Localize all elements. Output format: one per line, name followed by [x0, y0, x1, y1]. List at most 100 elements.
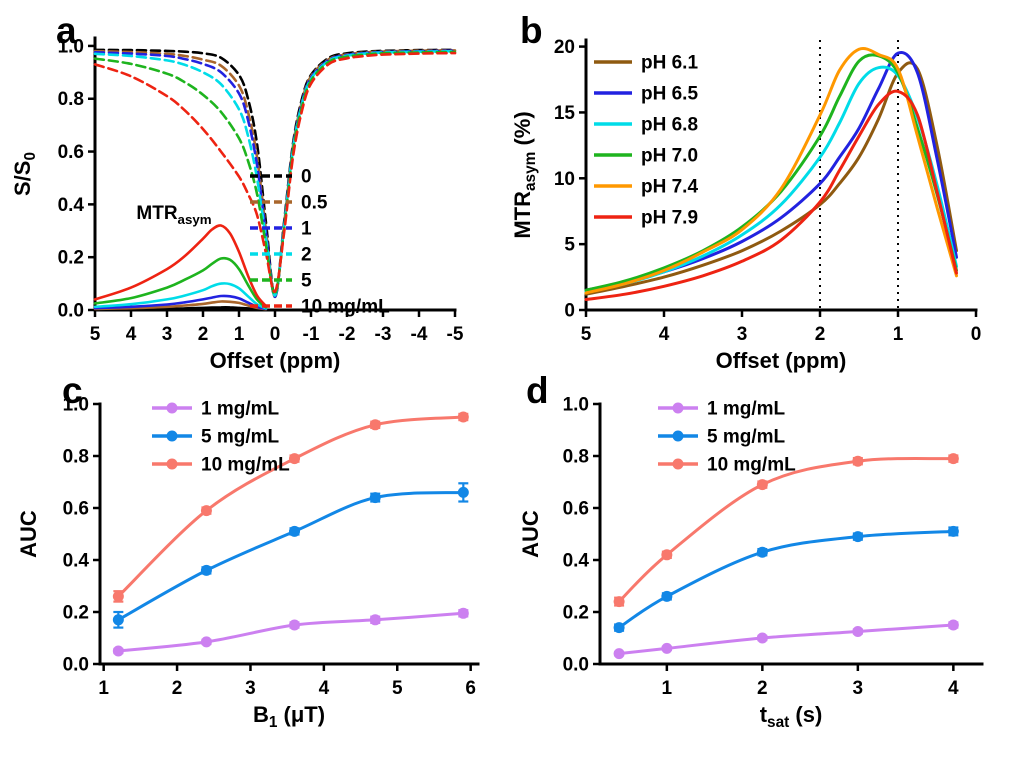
x-tick-label: -4: [411, 324, 428, 345]
legend-label: 10 mg/mL: [707, 455, 796, 476]
data-point: [457, 607, 469, 619]
x-axis-label: tsat (s): [760, 702, 823, 731]
data-point: [947, 525, 959, 537]
data-point: [289, 453, 301, 465]
y-tick-label: 5: [564, 235, 575, 256]
series-ph-6.1: [584, 61, 958, 296]
legend-label: 5 mg/mL: [201, 427, 280, 448]
y-tick-label: 0.6: [58, 142, 84, 163]
legend-label: pH 6.1: [641, 53, 698, 74]
data-point: [661, 642, 673, 654]
data-point: [947, 453, 959, 465]
panel-c-chart: 1 2 3 4 5 6 0.0 0.2 0.4 0.6 0.8 1.0 1 mg/mL 5 mg/mL 10…: [16, 395, 480, 731]
series-zspec-0mgml: [93, 48, 457, 299]
y-tick-label: 0.8: [58, 89, 84, 110]
axes: [98, 402, 480, 666]
y-axis-label: MTRasym (%): [512, 111, 539, 238]
data-point: [200, 505, 212, 517]
axes: [93, 36, 457, 312]
axes: [598, 402, 984, 666]
legend-label: 5 mg/mL: [707, 427, 786, 448]
x-tick-label: 2: [757, 678, 768, 699]
data-point: [112, 645, 124, 657]
data-point: [852, 531, 864, 543]
x-tick-label: 3: [737, 324, 748, 345]
data-point: [112, 614, 124, 626]
x-axis-label: Offset (ppm): [716, 348, 847, 373]
y-tick-label: 1.0: [58, 36, 84, 57]
data-point: [369, 492, 381, 504]
series-auc-1mgml: [112, 607, 469, 657]
x-tick-label: 5: [90, 324, 101, 345]
legend-marker: [672, 430, 684, 442]
y-axis-label: AUC: [518, 510, 543, 558]
series-ph-7.4: [584, 46, 958, 295]
tick-marks: [93, 402, 472, 671]
y-tick-label: 0.4: [563, 551, 590, 572]
y-tick-label: 0.2: [563, 603, 589, 624]
data-point: [661, 549, 673, 561]
series-ph-7.9: [584, 89, 958, 301]
legend-label: pH 7.9: [641, 208, 698, 229]
x-tick-label: 2: [198, 324, 209, 345]
series-zspec-1mgml: [93, 49, 457, 299]
y-tick-label: 0: [564, 301, 575, 322]
y-tick-label: 0.0: [63, 655, 89, 676]
legend-marker: [672, 402, 684, 414]
series-auc-5mgml: [613, 525, 959, 634]
x-tick-label: 5: [581, 324, 592, 345]
legend-label: 0.5: [301, 193, 328, 214]
x-tick-label: -2: [339, 324, 356, 345]
panel-d-chart: 1 2 3 4 0.0 0.2 0.4 0.6 0.8 1.0 1 mg/mL 5 mg/mL 10 m…: [518, 395, 984, 731]
y-axis-label: S/S0: [10, 152, 39, 196]
series-auc-10mgml: [613, 453, 959, 608]
axes: [584, 38, 978, 312]
series-auc-5mgml: [112, 482, 469, 629]
series-mtrasym-2mgml: [93, 282, 268, 310]
data-point: [613, 622, 625, 634]
series-mtrasym-0mgml: [93, 306, 268, 311]
x-tick-label: 5: [392, 678, 403, 699]
panel-label-a: a: [56, 10, 77, 51]
x-axis-label: B1 (μT): [253, 702, 325, 731]
series-auc-10mgml: [112, 411, 469, 603]
x-tick-label: 0: [270, 324, 281, 345]
legend-label: 2: [301, 245, 312, 266]
x-tick-label: 4: [319, 678, 330, 699]
y-tick-label: 15: [554, 103, 576, 124]
y-tick-label: 1.0: [563, 395, 589, 416]
x-tick-label: 4: [126, 324, 137, 345]
y-tick-label: 0.6: [63, 499, 89, 520]
legend-label: pH 7.0: [641, 146, 698, 167]
data-point: [756, 479, 768, 491]
data-point: [613, 596, 625, 608]
legend-label: pH 7.4: [641, 177, 698, 198]
x-tick-label: 3: [162, 324, 173, 345]
y-tick-label: 0.2: [58, 248, 84, 269]
x-tick-label: 2: [172, 678, 183, 699]
series-mtrasym-1mgml: [93, 294, 268, 311]
legend-marker: [166, 430, 178, 442]
series-mtrasym-5mgml: [93, 256, 268, 309]
x-tick-label: 4: [948, 678, 959, 699]
panel-label-d: d: [526, 370, 549, 411]
legend-label: 1: [301, 219, 312, 240]
data-point: [369, 419, 381, 431]
y-tick-label: 0.0: [58, 301, 84, 322]
y-tick-label: 20: [554, 37, 575, 58]
data-point: [852, 626, 864, 637]
series-ph-7.0: [584, 53, 958, 292]
legend-marker: [166, 402, 178, 414]
tick-marks: [579, 45, 978, 317]
panel-a-chart: 5 4 3 2 1 0 -1 -2 -3 -4 -5 0.0 0.2 0.4 0.6 0.8 1.0 0 0.5 1 2…: [10, 36, 464, 373]
legend-label: 5: [301, 271, 312, 292]
legend-label: 1 mg/mL: [707, 399, 786, 420]
y-axis-label: AUC: [16, 510, 41, 558]
series-zspec-5mgml: [93, 50, 457, 296]
panel-label-b: b: [520, 10, 543, 51]
y-tick-label: 0.6: [563, 499, 589, 520]
y-tick-label: 0.2: [63, 603, 89, 624]
x-tick-label: 1: [234, 324, 245, 345]
